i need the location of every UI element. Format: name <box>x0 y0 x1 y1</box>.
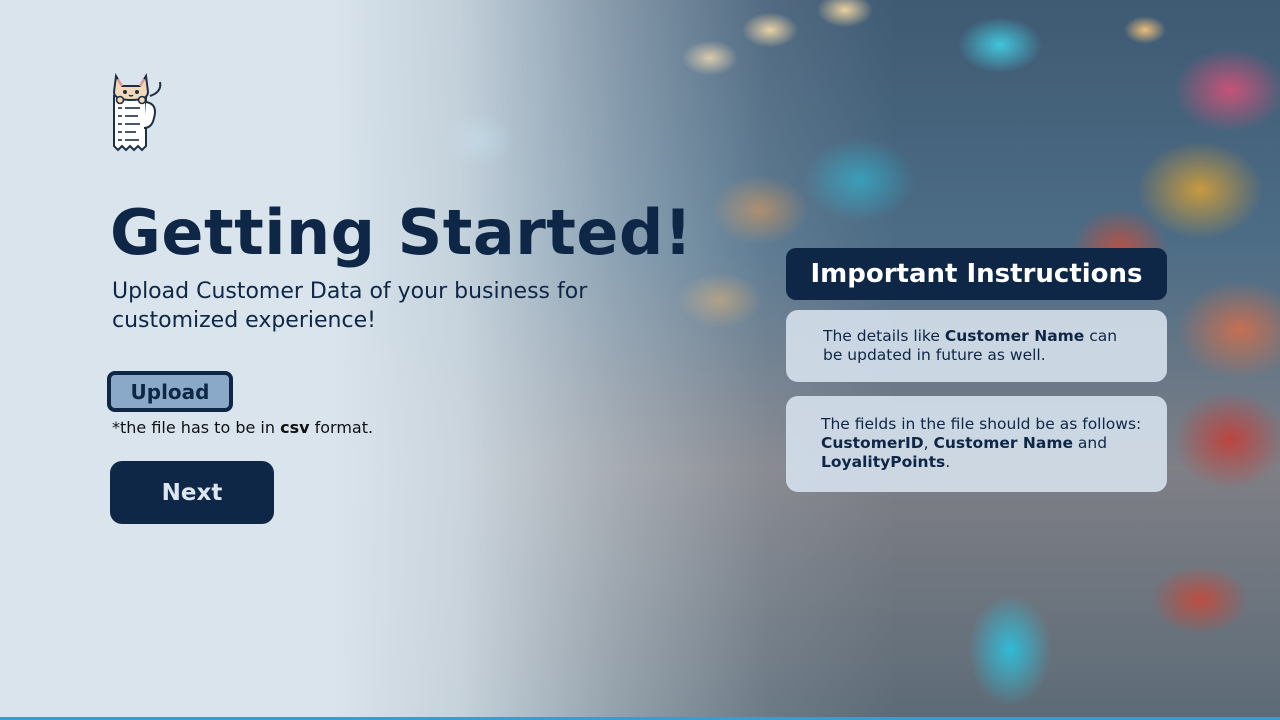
cat-receipt-logo-icon <box>112 73 162 152</box>
bottom-accent-bar <box>0 717 1280 720</box>
next-button[interactable]: Next <box>110 461 274 524</box>
card1-prefix: The details like <box>823 327 945 345</box>
field-loyality-points: LoyalityPoints <box>821 453 946 471</box>
page-title: Getting Started! <box>110 196 693 269</box>
field-customer-name: Customer Name <box>933 434 1074 452</box>
card2-sep1: , <box>923 434 934 452</box>
instruction-card-customer-name: The details like Customer Name can be up… <box>786 310 1167 382</box>
instruction-card-fields: The fields in the file should be as foll… <box>786 396 1167 492</box>
note-suffix: format. <box>309 418 374 437</box>
note-prefix: *the file has to be in <box>112 418 281 437</box>
note-format: csv <box>280 418 310 437</box>
upload-button[interactable]: Upload <box>107 371 233 412</box>
page-subtitle: Upload Customer Data of your business fo… <box>112 279 588 333</box>
card1-bold: Customer Name <box>944 327 1085 345</box>
instructions-header: Important Instructions <box>786 248 1167 300</box>
file-format-note: *the file has to be in csv format. <box>112 418 373 437</box>
field-customer-id: CustomerID <box>821 434 924 452</box>
card1-suffix: can be updated in future as well. <box>823 327 1118 364</box>
card2-end: . <box>945 453 951 471</box>
card2-sep2: and <box>1073 434 1108 452</box>
card2-text: The fields in the file should be as foll… <box>821 415 1142 433</box>
